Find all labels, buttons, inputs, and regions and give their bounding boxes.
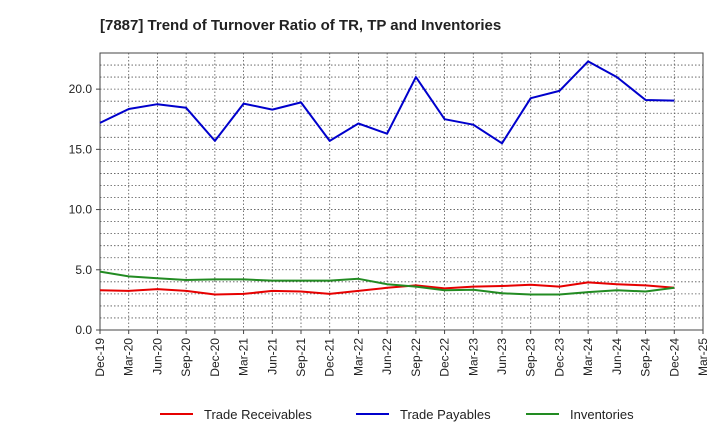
y-tick-label: 20.0 (69, 82, 93, 96)
y-tick-label: 0.0 (75, 323, 92, 337)
x-tick-label: Dec-23 (552, 338, 566, 377)
x-tick-label: Jun-23 (495, 338, 509, 375)
plot-background (100, 53, 703, 330)
x-tick-label: Dec-24 (667, 338, 681, 377)
legend-label-trade-payables: Trade Payables (400, 407, 491, 422)
series-line-inventories (99, 270, 675, 296)
x-tick-label: Sep-22 (409, 338, 423, 377)
x-tick-label: Dec-22 (438, 338, 452, 377)
x-tick-label: Jun-24 (610, 338, 624, 375)
x-tick-label: Dec-21 (323, 338, 337, 377)
y-tick-label: 10.0 (69, 203, 93, 217)
x-tick-label: Mar-21 (237, 338, 251, 376)
x-tick-label: Sep-20 (179, 338, 193, 377)
x-tick-label: Mar-24 (581, 338, 595, 376)
x-tick-label: Dec-19 (93, 338, 107, 377)
chart-title: [7887] Trend of Turnover Ratio of TR, TP… (100, 17, 501, 34)
x-tick-label: Sep-23 (524, 338, 538, 377)
x-tick-label: Jun-20 (150, 338, 164, 375)
x-tick-label: Jun-22 (380, 338, 394, 375)
x-tick-label: Mar-22 (351, 338, 365, 376)
y-tick-label: 5.0 (75, 263, 92, 277)
legend-label-inventories: Inventories (570, 407, 634, 422)
series-line-trade-receivables (99, 281, 675, 296)
x-tick-label: Jun-21 (265, 338, 279, 375)
x-tick-label: Mar-25 (696, 338, 710, 376)
legend: Trade Receivables Trade Payables Inventori… (160, 407, 634, 422)
x-tick-label: Sep-21 (294, 338, 308, 377)
x-tick-label: Sep-24 (639, 338, 653, 377)
legend-label-trade-receivables: Trade Receivables (204, 407, 312, 422)
x-tick-label: Mar-23 (466, 338, 480, 376)
y-tick-label: 15.0 (69, 142, 93, 156)
x-tick-label: Dec-20 (208, 338, 222, 377)
plot-frame (99, 52, 704, 331)
plot-area: 0.0 5.0 10.0 15.0 20.0 Dec-19 Mar-20 Jun-20 Sep-… (69, 52, 710, 377)
series-line-trade-payables (99, 60, 675, 145)
x-tick-label: Mar-20 (122, 338, 136, 376)
